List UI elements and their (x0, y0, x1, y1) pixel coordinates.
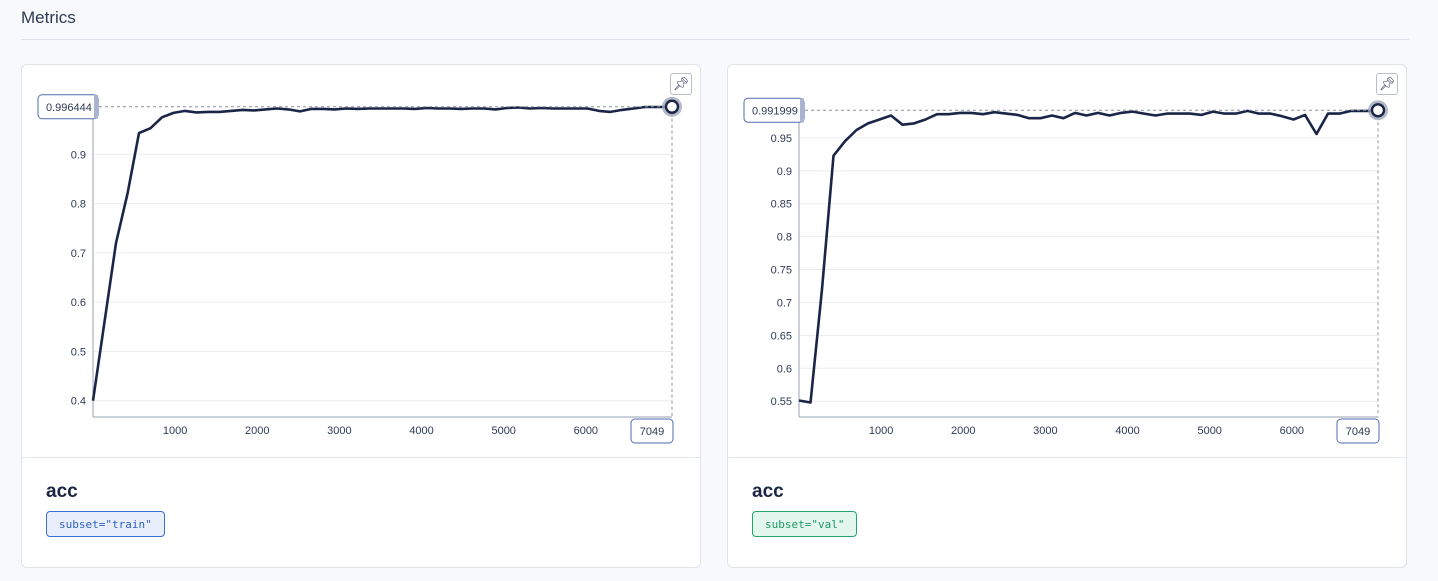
y-cursor-label: 0.991999 (752, 105, 798, 117)
series-line (91, 105, 673, 401)
section-divider (21, 39, 1409, 40)
x-tick-label: 1000 (163, 425, 187, 437)
x-tick-label: 5000 (1197, 425, 1221, 437)
x-cursor-label: 7049 (1346, 426, 1370, 438)
y-tick-label: 0.55 (771, 396, 792, 408)
chart-val[interactable]: 0.55 0.6 0.65 0.7 0.75 0.8 0.85 0.9 0.95 1000 2000… (728, 65, 1408, 455)
card-divider (728, 457, 1406, 458)
series-line (798, 109, 1379, 404)
metric-name: acc (752, 481, 784, 502)
metric-name: acc (46, 481, 78, 502)
metric-card-val: 0.55 0.6 0.65 0.7 0.75 0.8 0.85 0.9 0.95 1000 2000… (727, 64, 1407, 568)
y-tick-label: 0.9 (71, 149, 86, 161)
metric-card-train: 0.4 0.5 0.6 0.7 0.8 0.9 1000 2000 3000 4000 5000 60… (21, 64, 701, 568)
cursor-point (664, 99, 680, 114)
y-tick-label: 0.8 (777, 232, 792, 244)
x-tick-label: 3000 (327, 425, 351, 437)
x-tick-label: 4000 (409, 425, 433, 437)
x-tick-label: 3000 (1033, 425, 1057, 437)
subset-badge: subset="train" (46, 511, 165, 537)
y-tick-label: 0.6 (71, 297, 86, 309)
chart-train[interactable]: 0.4 0.5 0.6 0.7 0.8 0.9 1000 2000 3000 4000 5000 60… (22, 65, 702, 455)
pin-button[interactable]: 📌︎ (1376, 73, 1398, 95)
y-cursor-label-edge (800, 98, 804, 123)
y-cursor-label-edge (94, 94, 98, 119)
y-tick-label: 0.75 (771, 265, 792, 277)
x-cursor-label-box (1336, 418, 1380, 444)
x-tick-label: 5000 (491, 425, 515, 437)
x-tick-label: 6000 (1280, 425, 1304, 437)
y-cursor-label: 0.996444 (46, 102, 92, 114)
pin-icon: 📌︎ (1378, 76, 1396, 91)
x-tick-label: 1000 (869, 425, 893, 437)
x-cursor-label: 7049 (640, 426, 664, 438)
y-tick-label: 0.7 (777, 297, 792, 309)
y-tick-label: 0.65 (771, 330, 792, 342)
y-tick-label: 0.4 (71, 396, 86, 408)
y-tick-label: 0.5 (71, 346, 86, 358)
y-tick-label: 0.95 (771, 133, 792, 145)
y-tick-label: 0.9 (777, 166, 792, 178)
cursor-point (1370, 103, 1386, 118)
pin-button[interactable]: 📌︎ (670, 73, 692, 95)
x-cursor-label-box (630, 418, 674, 444)
x-tick-label: 6000 (574, 425, 598, 437)
y-tick-label: 0.6 (777, 363, 792, 375)
y-tick-label: 0.8 (71, 199, 86, 211)
x-tick-label: 2000 (951, 425, 975, 437)
pin-icon: 📌︎ (672, 76, 690, 91)
card-divider (22, 457, 700, 458)
page-title: Metrics (21, 8, 76, 27)
x-tick-label: 4000 (1115, 425, 1139, 437)
y-tick-label: 0.7 (71, 248, 86, 260)
subset-badge: subset="val" (752, 511, 858, 537)
y-tick-label: 0.85 (771, 199, 792, 211)
x-tick-label: 2000 (245, 425, 269, 437)
